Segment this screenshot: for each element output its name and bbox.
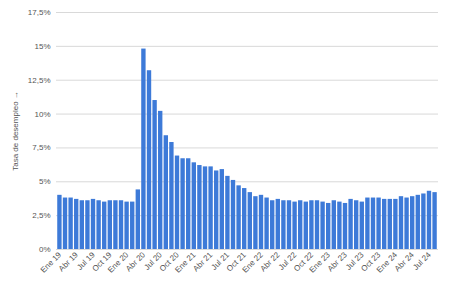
svg-text:Abr 24: Abr 24: [393, 250, 416, 273]
svg-text:Abr 23: Abr 23: [326, 250, 349, 273]
svg-text:7,5%: 7,5%: [32, 143, 50, 152]
svg-text:Jul 24: Jul 24: [411, 250, 433, 272]
svg-text:Jul 21: Jul 21: [209, 250, 232, 272]
svg-text:Ene 22: Ene 22: [240, 250, 265, 275]
svg-text:Abr 22: Abr 22: [258, 250, 281, 273]
svg-text:Jul 22: Jul 22: [276, 250, 299, 272]
svg-text:15%: 15%: [34, 42, 50, 51]
svg-text:Oct 23: Oct 23: [359, 250, 383, 274]
svg-text:Abr 19: Abr 19: [57, 250, 80, 273]
svg-text:12,5%: 12,5%: [28, 76, 51, 85]
svg-text:Ene 21: Ene 21: [173, 250, 198, 275]
svg-text:Jul 19: Jul 19: [75, 250, 97, 272]
svg-text:17,5%: 17,5%: [28, 8, 51, 17]
svg-text:Tasa de desempleo →: Tasa de desempleo →: [11, 91, 20, 171]
svg-text:Oct 21: Oct 21: [224, 250, 248, 274]
svg-text:Oct 20: Oct 20: [157, 250, 181, 274]
svg-text:Jul 20: Jul 20: [142, 250, 164, 272]
svg-text:2,5%: 2,5%: [32, 211, 50, 220]
svg-text:Ene 24: Ene 24: [374, 250, 400, 275]
svg-text:Ene 19: Ene 19: [38, 250, 64, 275]
svg-text:5%: 5%: [39, 177, 51, 186]
svg-text:Abr 20: Abr 20: [124, 250, 147, 273]
svg-text:Oct 19: Oct 19: [90, 250, 114, 274]
svg-text:Ene 23: Ene 23: [307, 250, 332, 275]
svg-text:Jul 23: Jul 23: [344, 250, 366, 272]
svg-text:Oct 22: Oct 22: [292, 250, 316, 274]
svg-text:Ene 20: Ene 20: [106, 250, 131, 275]
svg-text:Abr 21: Abr 21: [191, 250, 214, 273]
svg-text:0%: 0%: [39, 245, 51, 254]
svg-text:10%: 10%: [34, 110, 50, 119]
